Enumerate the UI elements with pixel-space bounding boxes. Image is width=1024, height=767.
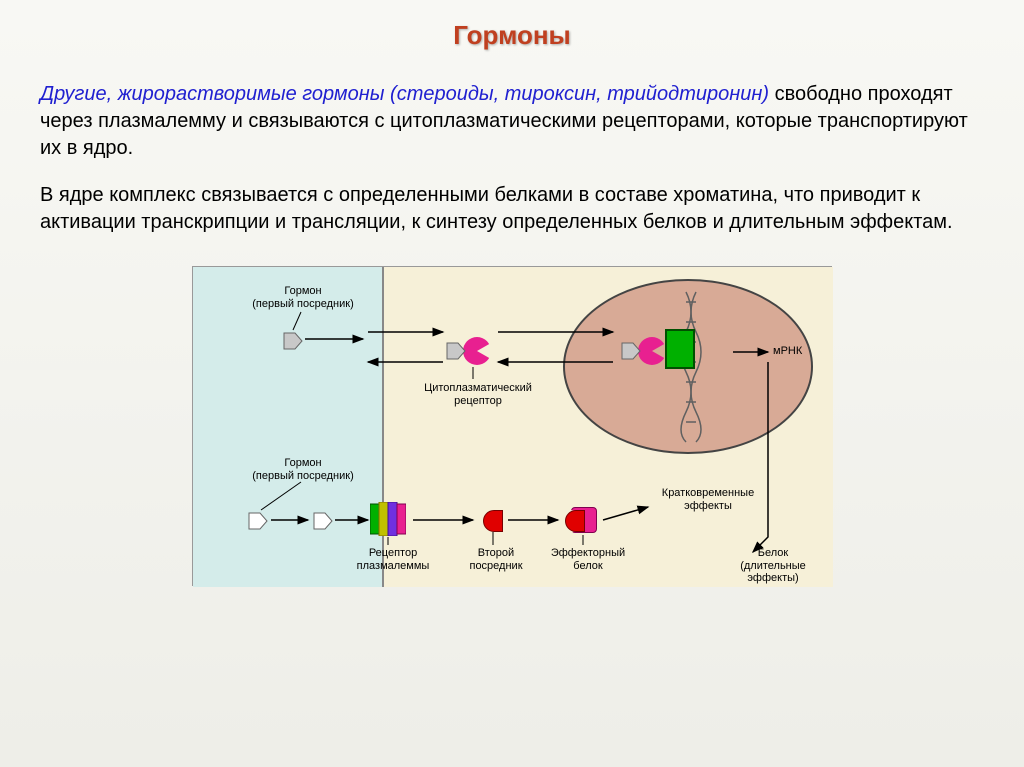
hormone2b-icon — [313, 512, 333, 530]
label-mrna: мРНК — [773, 345, 823, 358]
second-in-effector-icon — [565, 510, 585, 532]
membrane-receptor-icon — [370, 502, 406, 536]
label-effector: Эффекторныйбелок — [543, 547, 633, 572]
label-second-messenger: Второйпосредник — [456, 547, 536, 572]
intro-paragraph: Другие, жирорастворимые гормоны (стероид… — [40, 81, 984, 162]
hormone-nucleus-icon — [621, 342, 641, 360]
intro-italic: Другие, жирорастворимые гормоны (стероид… — [40, 83, 769, 105]
hormone-diagram: Гормон(первый посредник) Цитоплазматичес… — [192, 266, 832, 586]
nucleus-receptor-icon — [638, 337, 666, 365]
second-messenger-icon — [483, 510, 503, 532]
hormone-icon — [283, 332, 303, 350]
label-hormone1: Гормон(первый посредник) — [243, 285, 363, 310]
diagram-svg — [193, 267, 833, 587]
paragraph-2: В ядре комплекс связывается с определенн… — [40, 182, 984, 236]
label-short-effects: Кратковременныеэффекты — [648, 487, 768, 512]
label-membrane-receptor: Рецепторплазмалеммы — [343, 547, 443, 572]
page-title: Гормоны — [40, 20, 984, 51]
dna-bound-icon — [665, 329, 695, 369]
label-protein-long: Белок(длительныеэффекты) — [723, 547, 823, 585]
hormone-bound-icon — [446, 342, 466, 360]
hormone2a-icon — [248, 512, 268, 530]
cyto-receptor-icon — [463, 337, 491, 365]
label-cyto-receptor: Цитоплазматическийрецептор — [413, 382, 543, 407]
label-hormone2: Гормон(первый посредник) — [243, 457, 363, 482]
